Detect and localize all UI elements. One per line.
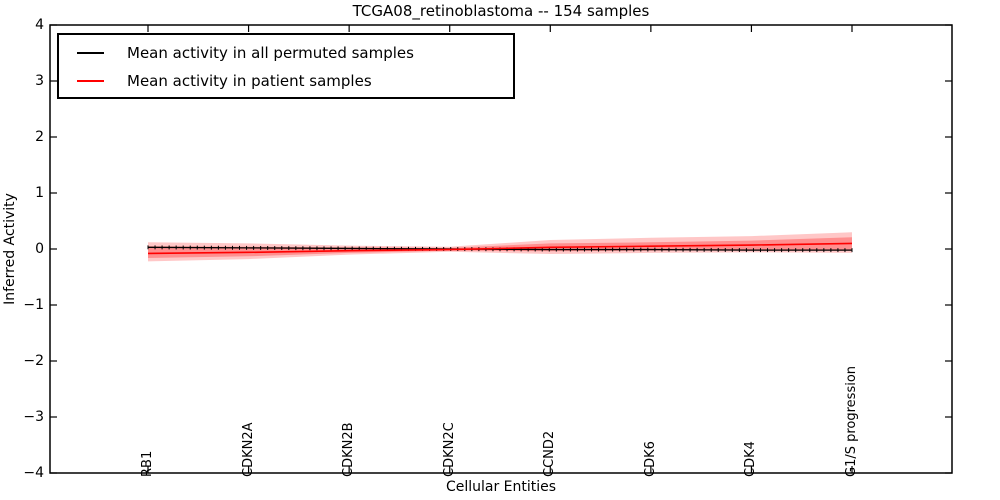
x-tick-label: CDK4 bbox=[743, 441, 759, 477]
x-tick-label: RB1 bbox=[140, 450, 155, 477]
x-tick-label: CDKN2C bbox=[441, 422, 457, 477]
y-tick-label: −1 bbox=[23, 297, 44, 313]
chart-title: TCGA08_retinoblastoma -- 154 samples bbox=[352, 2, 650, 20]
red-line-swatch-icon bbox=[77, 80, 104, 82]
x-tick-label: CCND2 bbox=[542, 430, 558, 477]
x-axis-label: Cellular Entities bbox=[445, 479, 557, 495]
y-tick-label: 4 bbox=[35, 17, 44, 33]
legend-item-label: Mean activity in all permuted samples bbox=[127, 44, 414, 62]
black-line-swatch-icon bbox=[77, 52, 104, 54]
y-tick-label: 2 bbox=[35, 129, 44, 145]
legend-item-label: Mean activity in patient samples bbox=[127, 72, 372, 90]
y-tick-label: −3 bbox=[23, 409, 44, 425]
x-tick-label: CDKN2A bbox=[240, 422, 256, 477]
y-tick-label: −4 bbox=[23, 465, 44, 481]
x-tick-label: CDKN2B bbox=[341, 422, 357, 477]
legend: Mean activity in all permuted samples Me… bbox=[57, 33, 515, 99]
y-tick-label: 1 bbox=[35, 185, 44, 201]
x-tick-label: G1/S progression bbox=[844, 365, 859, 477]
legend-item: Mean activity in patient samples bbox=[59, 67, 513, 95]
y-tick-label: −2 bbox=[23, 353, 44, 369]
x-tick-label: CDK6 bbox=[642, 441, 658, 477]
y-tick-label: 0 bbox=[35, 241, 44, 257]
legend-item: Mean activity in all permuted samples bbox=[59, 39, 513, 67]
y-tick-label: 3 bbox=[35, 73, 44, 89]
